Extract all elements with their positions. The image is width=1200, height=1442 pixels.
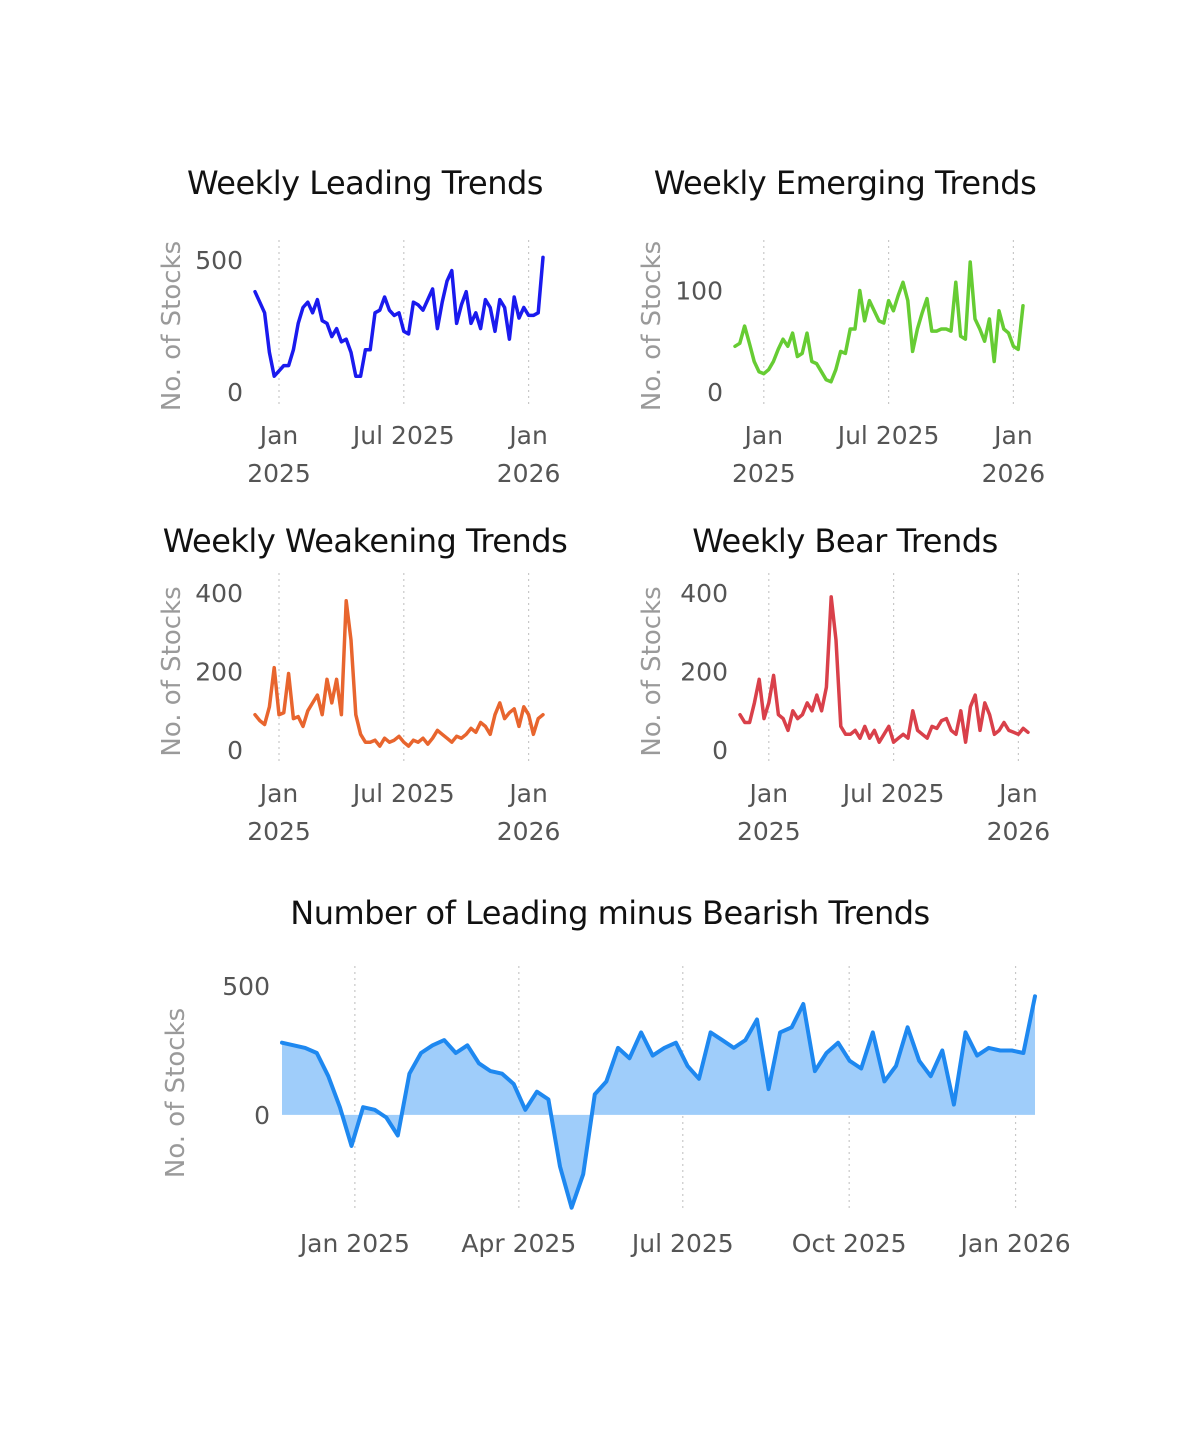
x-tick-label: 2026	[497, 817, 561, 846]
chart-plot: Jan 2025 Jul 2025 Jan 2026 0 100 No. of Stocks	[637, 240, 1046, 488]
x-tick-label: Apr 2025	[461, 1229, 576, 1258]
series-area	[282, 996, 1035, 1208]
x-tick-label: 2026	[987, 817, 1051, 846]
x-tick-label: Jan	[748, 779, 789, 808]
x-tick-label: Jan	[997, 779, 1038, 808]
y-tick-label: 200	[680, 658, 728, 687]
chart-leading-minus-bearish: Number of Leading minus Bearish Trends J…	[150, 890, 1071, 1270]
chart-weakening: Weekly Weakening Trends Jan 2025 Jul 2025 J…	[150, 518, 580, 858]
y-axis-label: No. of Stocks	[157, 241, 187, 411]
y-tick-label: 400	[680, 579, 728, 608]
x-tick-label: 2025	[247, 817, 311, 846]
y-tick-label: 0	[227, 736, 243, 765]
chart-title: Weekly Bear Trends	[692, 522, 998, 560]
chart-title: Number of Leading minus Bearish Trends	[290, 894, 930, 932]
chart-bear: Weekly Bear Trends Jan 2025 Jul 2025 Jan 202…	[630, 518, 1060, 858]
x-tick-label: Jan	[992, 421, 1033, 450]
chart-plot: Jan 2025 Jul 2025 Jan 2026 0 200 400 No. of Stoc…	[157, 573, 561, 846]
y-tick-label: 500	[195, 246, 243, 275]
series-line	[253, 599, 545, 748]
y-tick-label: 0	[254, 1101, 270, 1130]
x-tick-label: Jan	[258, 779, 299, 808]
y-tick-label: 200	[195, 658, 243, 687]
x-tick-label: Jan	[258, 421, 299, 450]
x-tick-label: 2026	[497, 459, 561, 488]
y-tick-label: 500	[222, 972, 270, 1001]
chart-plot: Jan 2025 Jul 2025 Jan 2026 0 500 No. of Stocks	[157, 240, 561, 488]
chart-plot: Jan 2025 Apr 2025 Jul 2025 Oct 2025 Jan 2026…	[161, 966, 1071, 1258]
series-line	[733, 260, 1025, 384]
y-tick-label: 400	[195, 579, 243, 608]
x-tick-label: Jan 2025	[298, 1229, 410, 1258]
x-tick-label: Jul 2025	[351, 779, 455, 808]
y-tick-label: 0	[227, 378, 243, 407]
y-tick-label: 100	[675, 276, 723, 305]
x-tick-label: Jul 2025	[630, 1229, 734, 1258]
series-line	[280, 994, 1037, 1210]
x-tick-label: Jan 2026	[959, 1229, 1071, 1258]
x-tick-label: 2025	[732, 459, 796, 488]
chart-title: Weekly Weakening Trends	[162, 522, 568, 560]
x-tick-label: 2025	[737, 817, 801, 846]
x-tick-label: Jul 2025	[841, 779, 945, 808]
x-tick-label: Jul 2025	[351, 421, 455, 450]
y-axis-label: No. of Stocks	[157, 586, 187, 756]
chart-emerging: Weekly Emerging Trends Jan 2025 Jul 2025 Ja…	[630, 160, 1060, 500]
y-tick-label: 0	[712, 736, 728, 765]
x-tick-label: Jan	[743, 421, 784, 450]
y-axis-label: No. of Stocks	[637, 241, 667, 411]
y-axis-label: No. of Stocks	[637, 586, 667, 756]
x-tick-label: Jan	[507, 779, 548, 808]
x-tick-label: 2025	[247, 459, 311, 488]
x-tick-label: Jan	[507, 421, 548, 450]
x-tick-label: Oct 2025	[792, 1229, 907, 1258]
chart-plot: Jan 2025 Jul 2025 Jan 2026 0 200 400 No. of Stoc…	[637, 573, 1051, 846]
y-axis-label: No. of Stocks	[161, 1008, 191, 1178]
x-tick-label: 2026	[982, 459, 1046, 488]
y-tick-label: 0	[707, 378, 723, 407]
chart-title: Weekly Emerging Trends	[653, 164, 1037, 202]
x-tick-label: Jul 2025	[836, 421, 940, 450]
chart-title: Weekly Leading Trends	[187, 164, 543, 202]
series-line	[738, 595, 1030, 744]
chart-leading: Weekly Leading Trends Jan 2025 Jul 2025 Jan…	[150, 160, 580, 500]
series-line	[253, 255, 545, 378]
